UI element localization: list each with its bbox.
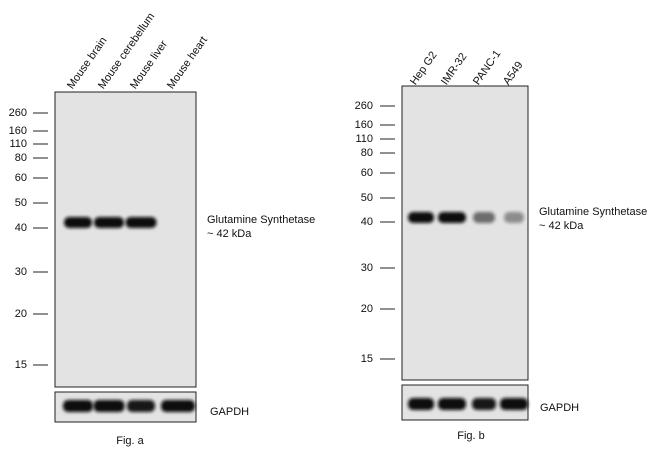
marker-label: 160 [355, 119, 373, 131]
band [504, 212, 524, 223]
caption: Fig. b [457, 430, 485, 442]
gapdh-band [472, 398, 496, 410]
gapdh-band [127, 400, 155, 412]
lane-label: Mouse cerebellum [96, 11, 157, 92]
marker-label: 60 [361, 167, 373, 179]
marker-label: 260 [355, 100, 373, 112]
marker-label: 15 [15, 359, 27, 371]
marker-label: 110 [9, 138, 27, 150]
marker-label: 20 [361, 303, 373, 315]
gapdh-band [161, 400, 195, 412]
lane-label: Mouse heart [165, 34, 210, 91]
blot-panel: 260 160 110 80 60 50 40 30 20 15 Hep G2 IMR-32 PANC-… [355, 48, 648, 442]
loading-control: GAPDH [210, 406, 249, 418]
marker-label: 50 [15, 197, 27, 209]
gapdh-band [408, 398, 434, 410]
marker-label: 60 [15, 172, 27, 184]
band [64, 217, 92, 228]
marker-label: 30 [361, 262, 373, 274]
caption: Fig. a [116, 435, 144, 447]
marker-label: 15 [361, 353, 373, 365]
band [408, 212, 434, 223]
marker-label: 20 [15, 308, 27, 320]
loading-control: GAPDH [540, 402, 579, 414]
marker-label: 110 [355, 133, 373, 145]
marker-label: 80 [361, 147, 373, 159]
marker-label: 260 [9, 107, 27, 119]
blot-membrane [401, 85, 529, 381]
target-size: ~ 42 kDa [207, 228, 252, 240]
lane-label: PANC-1 [471, 48, 504, 87]
marker-label: 80 [15, 152, 27, 164]
lane-label: A549 [501, 59, 526, 87]
marker-label: 30 [15, 266, 27, 278]
band [125, 217, 157, 228]
gapdh-band [63, 400, 93, 412]
band [438, 212, 466, 223]
gapdh-band [93, 400, 125, 412]
marker-label: 160 [9, 125, 27, 137]
target-size: ~ 42 kDa [539, 220, 584, 232]
lane-label: IMR-32 [439, 51, 470, 87]
blot-membrane [54, 91, 197, 388]
marker-label: 40 [15, 222, 27, 234]
gapdh-band [438, 398, 466, 410]
marker-label: 40 [361, 216, 373, 228]
band [473, 212, 495, 223]
band [94, 217, 124, 228]
gapdh-band [500, 398, 528, 410]
target-name: Glutamine Synthetase [207, 214, 315, 226]
target-name: Glutamine Synthetase [539, 206, 647, 218]
lane-label: Hep G2 [408, 49, 440, 87]
marker-label: 50 [361, 192, 373, 204]
